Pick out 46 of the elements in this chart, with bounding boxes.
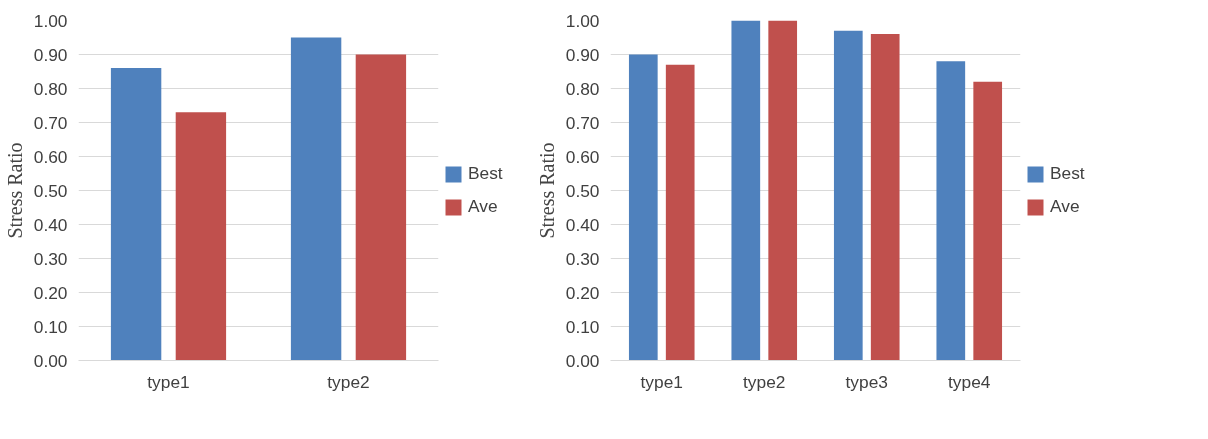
y-tick-label: 0.80	[565, 78, 600, 99]
legend-label: Best	[1050, 163, 1085, 184]
y-tick-label: 0.10	[565, 316, 600, 337]
y-tick-label: 0.10	[33, 316, 68, 337]
bar	[665, 64, 695, 361]
y-axis-title: Stress Ratio	[3, 142, 26, 239]
y-tick-label: 0.50	[33, 180, 68, 201]
x-tick-label: type4	[948, 371, 991, 392]
bar	[731, 20, 761, 361]
x-tick-label: type3	[845, 371, 888, 392]
y-tick-label: 0.30	[33, 248, 68, 269]
y-tick-label: 1.00	[565, 10, 600, 31]
y-tick-label: 0.40	[565, 214, 600, 235]
y-tick-label: 0.90	[33, 44, 68, 65]
x-tick-label: type1	[640, 371, 683, 392]
bar	[768, 20, 798, 361]
x-tick-label: type2	[743, 371, 786, 392]
y-tick-label: 1.00	[33, 10, 68, 31]
x-tick-label: type2	[327, 371, 370, 392]
y-axis-title: Stress Ratio	[535, 142, 558, 239]
bar	[973, 81, 1003, 361]
y-tick-label: 0.70	[33, 112, 68, 133]
y-tick-label: 0.20	[33, 282, 68, 303]
legend-label: Best	[468, 163, 503, 184]
bar	[870, 34, 900, 361]
x-tick-label: type1	[147, 371, 190, 392]
legend-label: Ave	[1050, 196, 1080, 217]
y-tick-label: 0.30	[565, 248, 600, 269]
bar	[936, 61, 966, 361]
bar	[355, 54, 407, 361]
y-tick-label: 0.20	[565, 282, 600, 303]
y-tick-label: 0.90	[565, 44, 600, 65]
y-tick-label: 0.60	[33, 146, 68, 167]
y-tick-label: 0.40	[33, 214, 68, 235]
y-tick-label: 0.00	[33, 350, 68, 371]
y-tick-label: 0.00	[565, 350, 600, 371]
bar	[110, 68, 162, 361]
bar	[290, 37, 342, 361]
bar	[833, 30, 863, 361]
y-tick-label: 0.50	[565, 180, 600, 201]
y-tick-label: 0.60	[565, 146, 600, 167]
bar	[175, 112, 227, 361]
y-tick-label: 0.70	[565, 112, 600, 133]
legend-label: Ave	[468, 196, 498, 217]
bar	[628, 54, 658, 361]
y-tick-label: 0.80	[33, 78, 68, 99]
